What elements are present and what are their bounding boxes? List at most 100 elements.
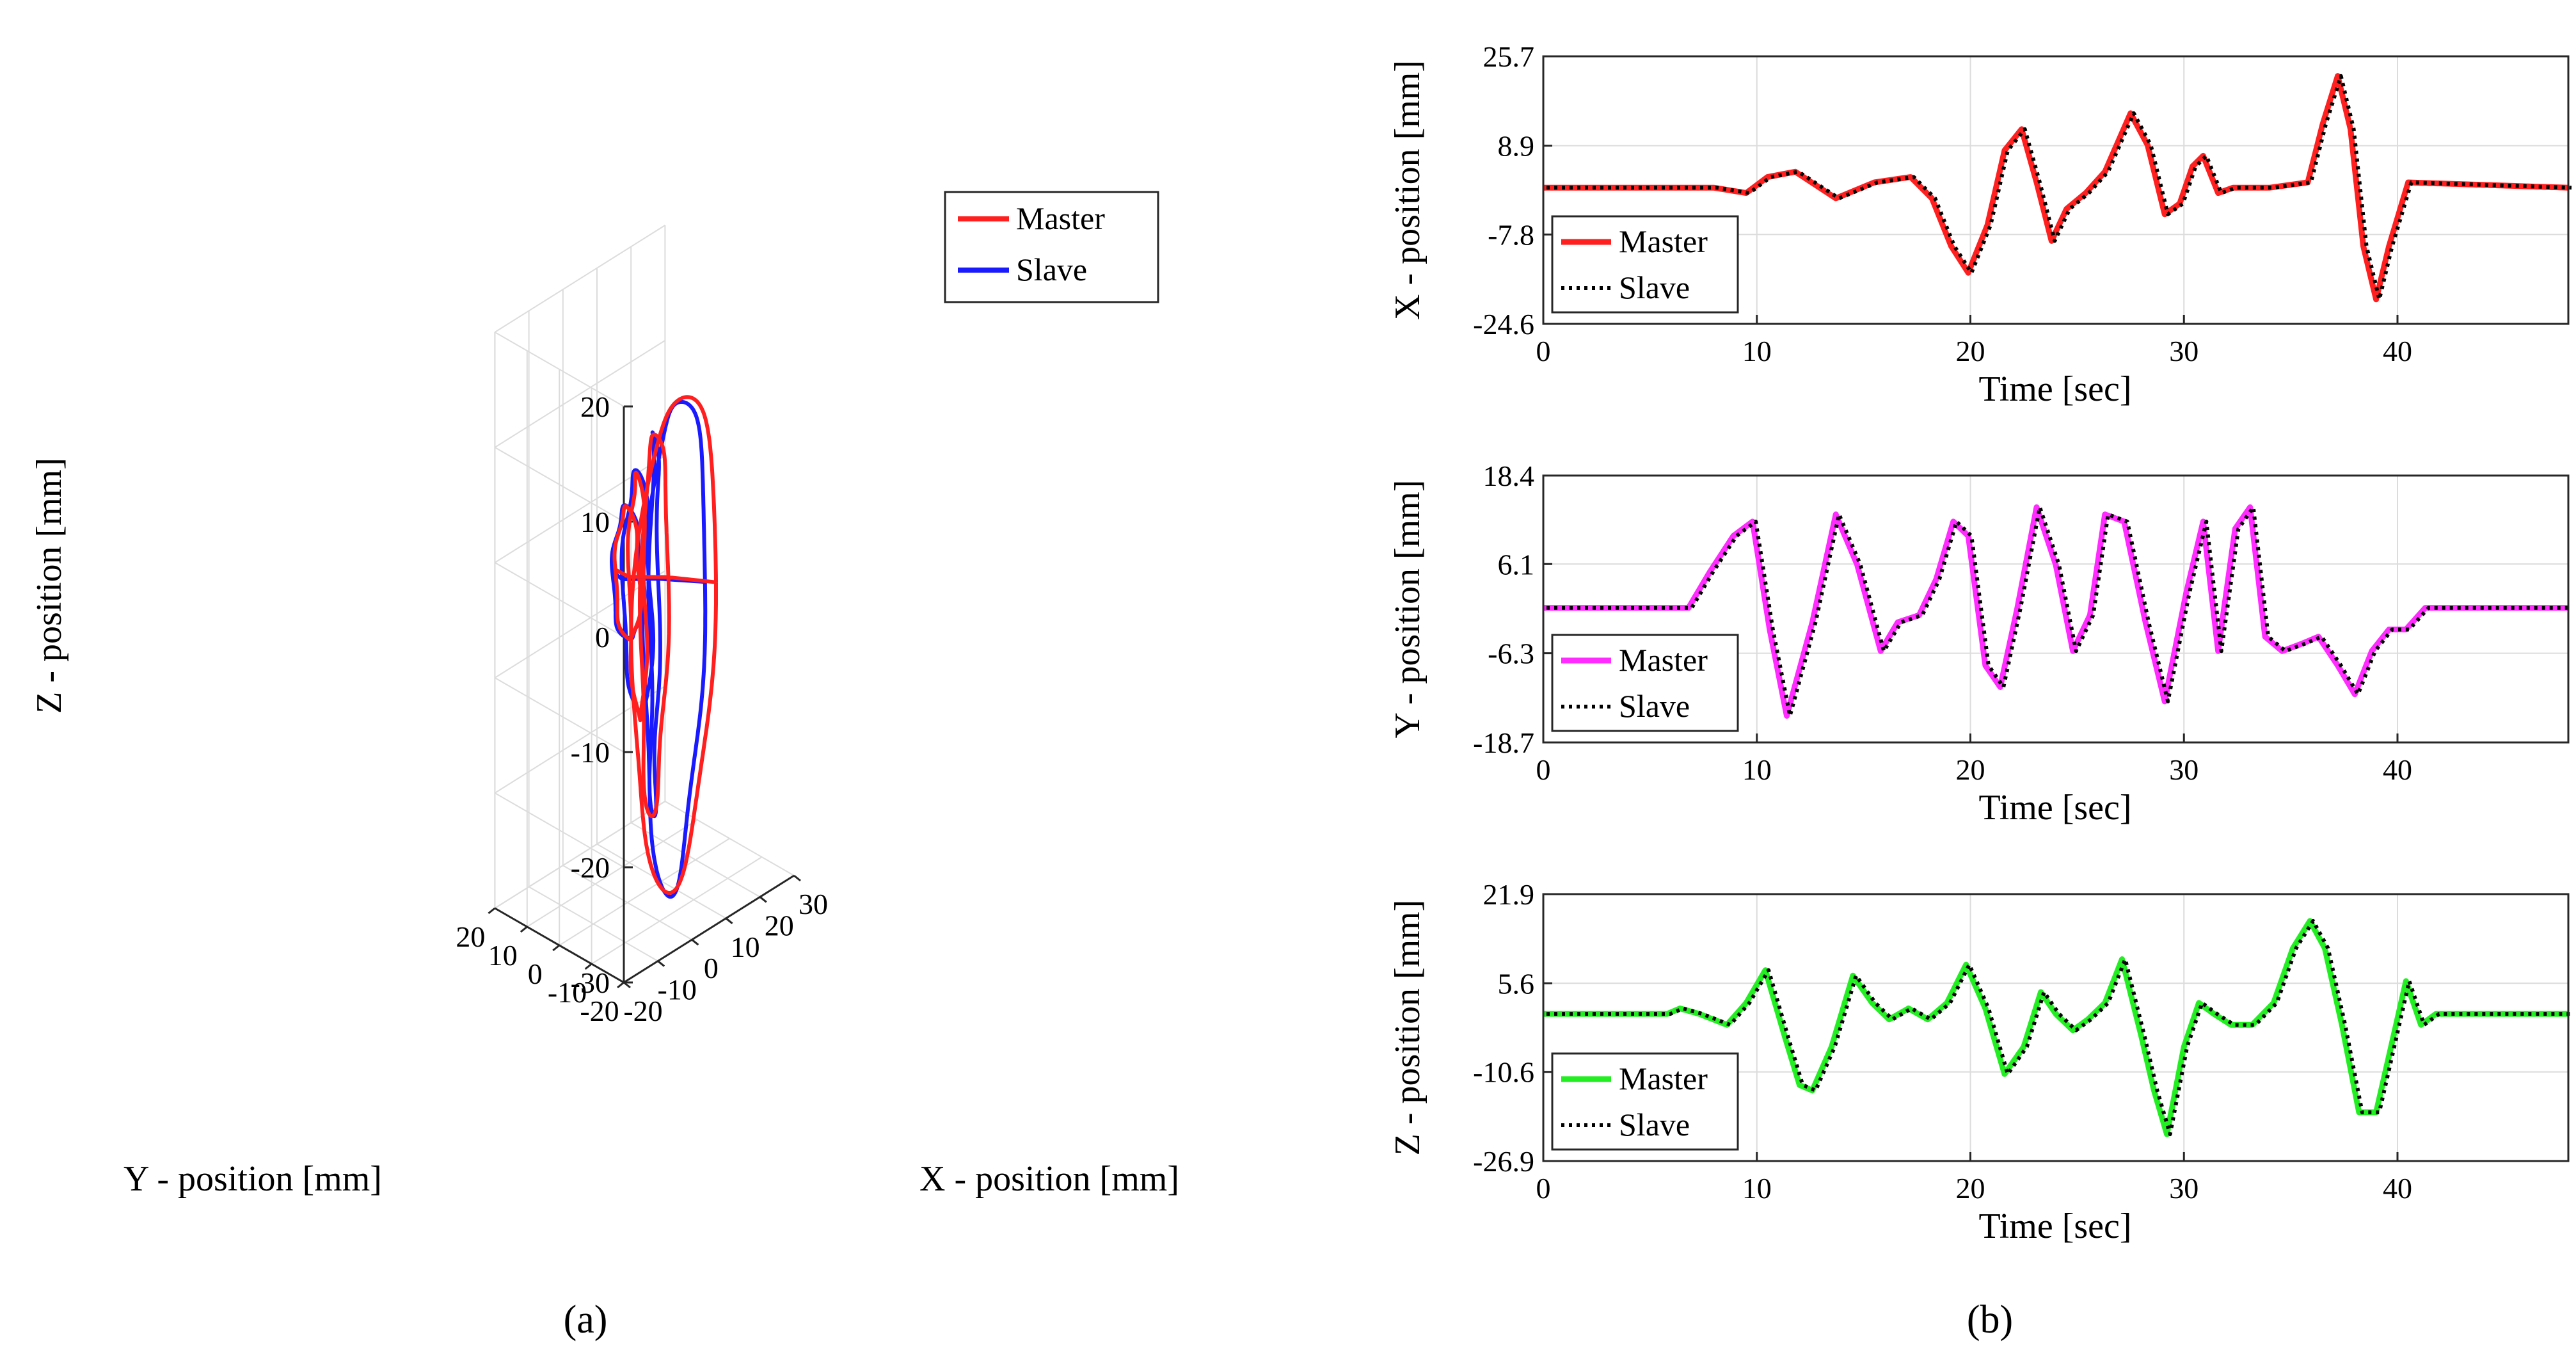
- x-tick-label: 10: [1742, 1172, 1772, 1205]
- legend-label-master: Master: [1016, 200, 1105, 236]
- z-axis-label: Z - position [mm]: [29, 458, 69, 714]
- y-tick-label: -18.7: [1473, 726, 1534, 759]
- legend: Master Slave: [1551, 634, 1739, 732]
- x-axis-label: Time [sec]: [1978, 788, 2131, 828]
- legend: Master Slave: [1551, 215, 1739, 314]
- grid-line: [559, 838, 730, 946]
- y-tick-label: -24.6: [1473, 308, 1534, 340]
- x-tick-label: 10: [731, 931, 760, 963]
- y-axis-label: Y - position [mm]: [123, 1159, 382, 1199]
- x-tick-label: 40: [2383, 1172, 2412, 1205]
- legend-box: [1551, 634, 1739, 732]
- master-line: [1543, 73, 2569, 303]
- x-tick-label: 20: [1956, 1172, 1985, 1205]
- y-tick-mark: [520, 925, 528, 933]
- x-axis-label: Time [sec]: [1978, 369, 2131, 409]
- y-tick-label: 6.1: [1498, 548, 1535, 581]
- 3d-axes: [488, 405, 801, 989]
- x-tick-mark: [793, 874, 801, 882]
- legend-3d: Master Slave: [944, 191, 1159, 303]
- axes-box: [1542, 55, 2570, 325]
- axes-box: [1542, 893, 2570, 1162]
- x-tick-label: 40: [2383, 335, 2412, 367]
- x-tick-label: 20: [1956, 753, 1985, 786]
- grid-line: [494, 792, 624, 868]
- y-tick-label: 8.9: [1498, 130, 1535, 163]
- y-tick-label: -26.9: [1473, 1145, 1534, 1178]
- master-line: [1543, 918, 2568, 1137]
- x-tick-mark: [725, 917, 733, 924]
- y-tick-label: -7.8: [1488, 218, 1534, 251]
- y-tick-label: -10: [548, 976, 587, 1009]
- legend-label-master: Master: [1619, 642, 1708, 678]
- x-tick-mark: [657, 960, 665, 967]
- y-tick-label: -6.3: [1488, 637, 1534, 670]
- grid-line: [494, 332, 624, 407]
- x-tick-label: 30: [2169, 335, 2198, 367]
- y-tick-label: 25.7: [1483, 40, 1535, 73]
- legend-label-master: Master: [1619, 223, 1708, 259]
- legend-label-slave: Slave: [1619, 1107, 1690, 1142]
- x-tick-mark: [759, 896, 767, 903]
- legend-box: [1551, 1052, 1739, 1151]
- legend-label-master: Master: [1619, 1061, 1708, 1096]
- grid-line: [494, 801, 665, 909]
- x-axis-line: [623, 874, 795, 984]
- y-axis-label: Z - position [mm]: [1388, 900, 1427, 1156]
- grid-line: [527, 819, 698, 927]
- z-tick-label: 20: [580, 390, 610, 423]
- z-tick-label: 0: [595, 621, 610, 653]
- x-tick-label: 40: [2383, 753, 2412, 786]
- y-tick-mark: [552, 944, 561, 952]
- grid-line: [494, 562, 624, 637]
- panel-label-b: (b): [1967, 1298, 2013, 1342]
- y-tick-label: 20: [456, 920, 485, 953]
- legend-box: [944, 191, 1159, 303]
- z-tick-label: 10: [580, 506, 610, 538]
- legend-label-slave: Slave: [1619, 688, 1690, 724]
- axes-box: [1542, 474, 2570, 744]
- x-tick-label: 0: [1536, 753, 1551, 786]
- slave-line: [1546, 918, 2572, 1137]
- subplot-x-position: 0 10 20 30 40 25.7 8.9 -7.8 -24.6 Time [sec] X - p…: [1388, 40, 2572, 409]
- panel-label-a: (a): [564, 1298, 608, 1342]
- x-tick-label: 30: [799, 888, 828, 920]
- legend-label-slave: Slave: [1016, 252, 1087, 287]
- y-tick-label: 10: [488, 939, 518, 972]
- y-axis-label: X - position [mm]: [1388, 60, 1427, 320]
- grid-line: [494, 225, 665, 333]
- x-tick-label: 30: [2169, 1172, 2198, 1205]
- y-tick-label: 0: [528, 957, 543, 990]
- x-tick-label: 20: [765, 909, 794, 941]
- grid-line: [494, 570, 665, 678]
- y-axis-label: Y - position [mm]: [1388, 480, 1427, 739]
- legend-box: [1551, 215, 1739, 314]
- x-tick-label: 0: [704, 952, 719, 984]
- y-tick-label: -10.6: [1473, 1056, 1534, 1089]
- x-tick-mark: [691, 939, 699, 946]
- x-tick-label: 0: [1536, 1172, 1551, 1205]
- x-tick-label: 20: [1956, 335, 1985, 367]
- 3d-curves: [610, 395, 718, 899]
- x-axis-label: X - position [mm]: [919, 1159, 1179, 1199]
- z-tick-label: -30: [571, 966, 610, 999]
- y-tick-label: 18.4: [1483, 460, 1535, 492]
- z-tick-label: -10: [571, 736, 610, 769]
- y-tick-label: -20: [580, 995, 619, 1027]
- grid-line: [494, 677, 624, 753]
- z-tick-label: -20: [571, 851, 610, 884]
- x-tick-label: 30: [2169, 753, 2198, 786]
- y-tick-mark: [584, 963, 592, 970]
- x-tick-label: -20: [623, 995, 662, 1027]
- grid-line: [494, 447, 624, 522]
- x-tick-label: 10: [1742, 753, 1772, 786]
- subplot-y-position: 0 10 20 30 40 18.4 6.1 -6.3 -18.7 Time [sec] Y - p…: [1388, 460, 2572, 828]
- grid-line: [591, 856, 763, 965]
- x-tick-label: 10: [1742, 335, 1772, 367]
- legend-label-slave: Slave: [1619, 269, 1690, 305]
- y-tick-mark: [488, 907, 496, 915]
- subplot-z-position: 0 10 20 30 40 21.9 5.6 -10.6 -26.9 Time [sec] Z - …: [1388, 878, 2572, 1246]
